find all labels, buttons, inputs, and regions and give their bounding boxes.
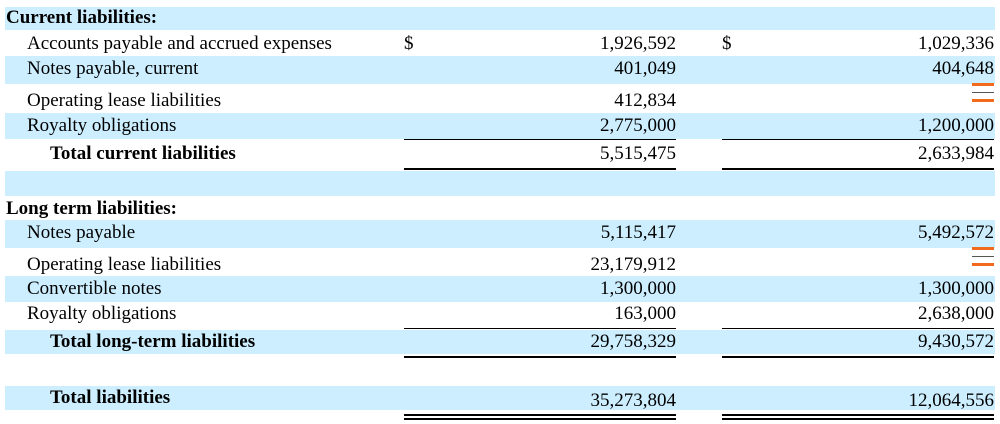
total-current: 29,758,329	[590, 331, 677, 352]
row-label: Convertible notes	[27, 278, 162, 299]
value-current: 2,775,000	[600, 115, 676, 136]
grand-total-label: Total liabilities	[50, 387, 171, 408]
value-current: 163,000	[614, 303, 676, 324]
row-band	[5, 7, 995, 30]
nil-dash-marker	[972, 83, 994, 108]
value-prior: 5,492,572	[918, 222, 994, 243]
row-label: Operating lease liabilities	[27, 90, 222, 111]
total-label: Total long-term liabilities	[50, 331, 256, 352]
row-band	[5, 113, 995, 139]
value-current: 1,300,000	[600, 278, 676, 299]
currency-symbol: $	[404, 33, 414, 54]
value-prior: 1,029,336	[918, 33, 994, 54]
row-label: Operating lease liabilities	[27, 254, 222, 275]
value-prior: 2,638,000	[918, 303, 994, 324]
row-band	[5, 330, 995, 354]
value-current: 401,049	[614, 58, 676, 79]
row-band	[5, 276, 995, 302]
total-label: Total current liabilities	[50, 143, 236, 164]
total-rule	[404, 328, 676, 329]
grand-total-double-underline	[404, 414, 676, 420]
total-current: 5,515,475	[600, 143, 676, 164]
value-prior: 1,300,000	[918, 278, 994, 299]
grand-total-prior: 12,064,556	[908, 390, 995, 411]
total-underline	[722, 168, 994, 170]
grand-total-double-underline	[722, 414, 994, 420]
total-underline	[404, 168, 676, 170]
total-prior: 2,633,984	[918, 143, 994, 164]
value-current: 5,115,417	[600, 222, 676, 243]
currency-symbol: $	[722, 33, 732, 54]
row-band	[5, 56, 995, 84]
row-label: Royalty obligations	[27, 115, 177, 136]
total-underline	[722, 356, 994, 358]
value-current: 23,179,912	[590, 254, 677, 275]
value-current: 1,926,592	[600, 33, 676, 54]
row-band	[5, 171, 995, 196]
value-prior: 1,200,000	[918, 115, 994, 136]
row-label: Notes payable, current	[27, 58, 199, 79]
grand-total-current: 35,273,804	[590, 390, 677, 411]
value-prior: 404,648	[932, 58, 994, 79]
total-rule	[404, 139, 676, 140]
row-label: Notes payable	[27, 222, 136, 243]
row-label: Accounts payable and accrued expenses	[27, 33, 332, 54]
total-rule	[722, 328, 994, 329]
row-band	[5, 220, 995, 248]
row-band	[5, 386, 995, 410]
total-underline	[404, 356, 676, 358]
nil-dash-marker	[972, 247, 994, 272]
section-header-longterm: Long term liabilities:	[6, 198, 177, 219]
section-header-current: Current liabilities:	[6, 7, 158, 28]
value-current: 412,834	[614, 90, 676, 111]
total-rule	[722, 139, 994, 140]
row-label: Royalty obligations	[27, 303, 177, 324]
total-prior: 9,430,572	[918, 331, 994, 352]
